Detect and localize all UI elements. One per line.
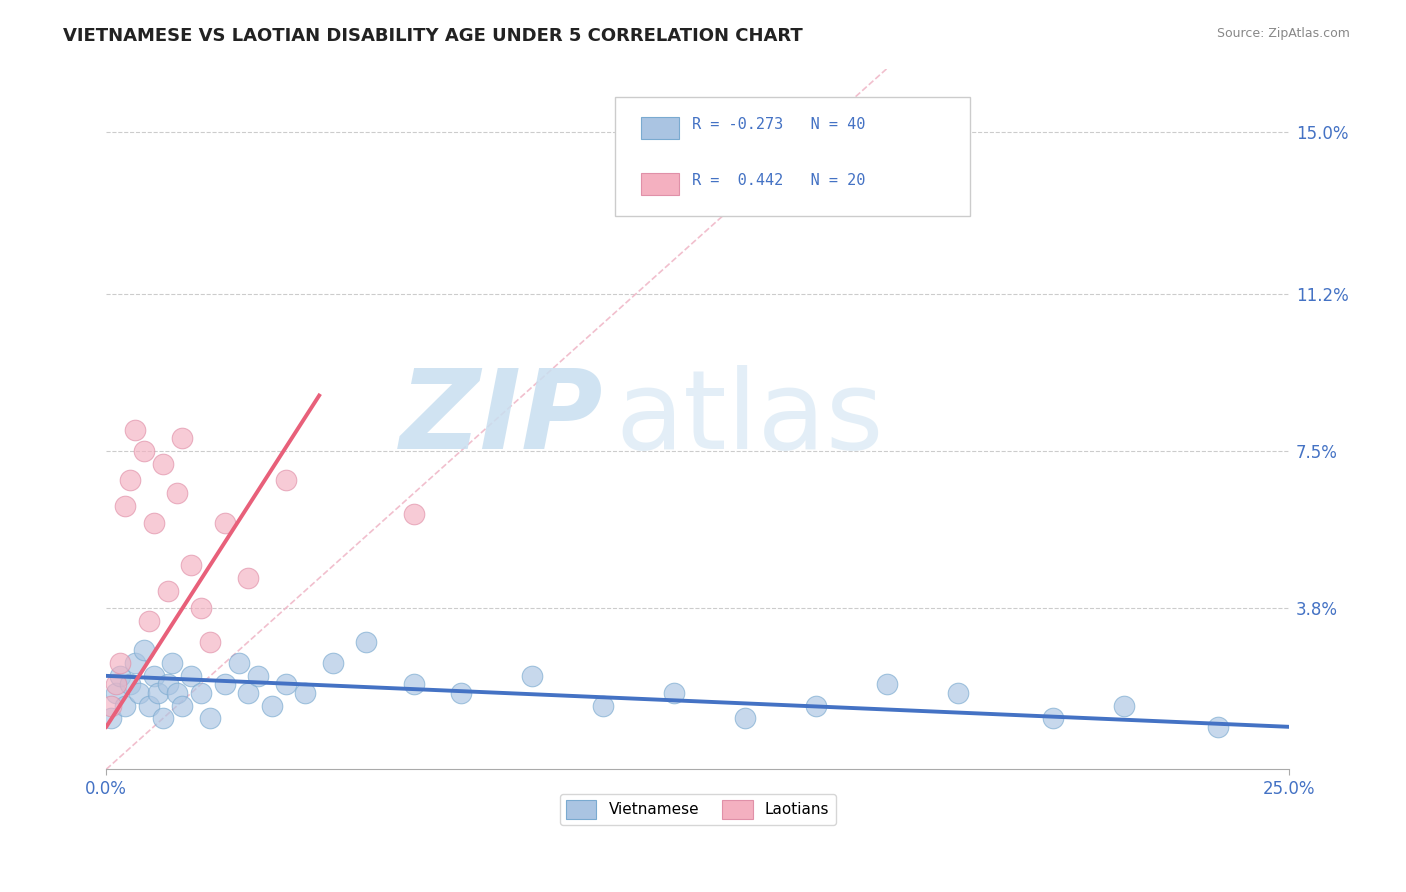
- Point: [1112, 698, 1135, 713]
- Point: [662, 686, 685, 700]
- Bar: [641, 117, 679, 139]
- Point: [180, 558, 202, 573]
- Point: [356, 635, 378, 649]
- Point: [148, 686, 170, 700]
- Y-axis label: Disability Age Under 5: Disability Age Under 5: [0, 334, 7, 505]
- Point: [100, 711, 122, 725]
- Point: [1206, 720, 1229, 734]
- Point: [238, 686, 260, 700]
- Text: R = -0.273   N = 40: R = -0.273 N = 40: [692, 117, 865, 132]
- Point: [104, 686, 127, 700]
- Point: [124, 656, 146, 670]
- Point: [734, 711, 756, 725]
- Point: [110, 656, 132, 670]
- Point: [170, 431, 193, 445]
- Point: [294, 686, 316, 700]
- Point: [100, 698, 122, 713]
- Text: Source: ZipAtlas.com: Source: ZipAtlas.com: [1216, 27, 1350, 40]
- Point: [804, 698, 827, 713]
- Point: [592, 698, 614, 713]
- Point: [238, 571, 260, 585]
- Point: [180, 669, 202, 683]
- Point: [114, 499, 136, 513]
- Point: [520, 669, 543, 683]
- Text: R =  0.442   N = 20: R = 0.442 N = 20: [692, 173, 865, 188]
- Legend: Vietnamese, Laotians: Vietnamese, Laotians: [560, 794, 835, 825]
- Point: [114, 698, 136, 713]
- FancyBboxPatch shape: [614, 96, 970, 216]
- Point: [132, 443, 155, 458]
- Point: [142, 669, 165, 683]
- Point: [200, 635, 222, 649]
- Point: [228, 656, 250, 670]
- Point: [152, 711, 174, 725]
- Bar: [641, 173, 679, 195]
- Point: [322, 656, 344, 670]
- Point: [166, 686, 188, 700]
- Point: [138, 698, 160, 713]
- Point: [118, 677, 141, 691]
- Point: [190, 686, 212, 700]
- Point: [1042, 711, 1064, 725]
- Point: [166, 486, 188, 500]
- Text: atlas: atlas: [614, 366, 883, 473]
- Point: [190, 601, 212, 615]
- Point: [110, 669, 132, 683]
- Point: [200, 711, 222, 725]
- Point: [274, 677, 297, 691]
- Point: [214, 516, 236, 530]
- Point: [124, 423, 146, 437]
- Point: [138, 614, 160, 628]
- Point: [260, 698, 283, 713]
- Point: [450, 686, 472, 700]
- Point: [132, 643, 155, 657]
- Point: [170, 698, 193, 713]
- Point: [156, 583, 179, 598]
- Point: [162, 656, 184, 670]
- Point: [142, 516, 165, 530]
- Point: [104, 677, 127, 691]
- Point: [246, 669, 269, 683]
- Point: [214, 677, 236, 691]
- Point: [128, 686, 150, 700]
- Point: [118, 474, 141, 488]
- Point: [876, 677, 898, 691]
- Point: [156, 677, 179, 691]
- Point: [402, 677, 425, 691]
- Point: [274, 474, 297, 488]
- Text: VIETNAMESE VS LAOTIAN DISABILITY AGE UNDER 5 CORRELATION CHART: VIETNAMESE VS LAOTIAN DISABILITY AGE UND…: [63, 27, 803, 45]
- Point: [946, 686, 969, 700]
- Point: [402, 508, 425, 522]
- Text: ZIP: ZIP: [399, 366, 603, 473]
- Point: [152, 457, 174, 471]
